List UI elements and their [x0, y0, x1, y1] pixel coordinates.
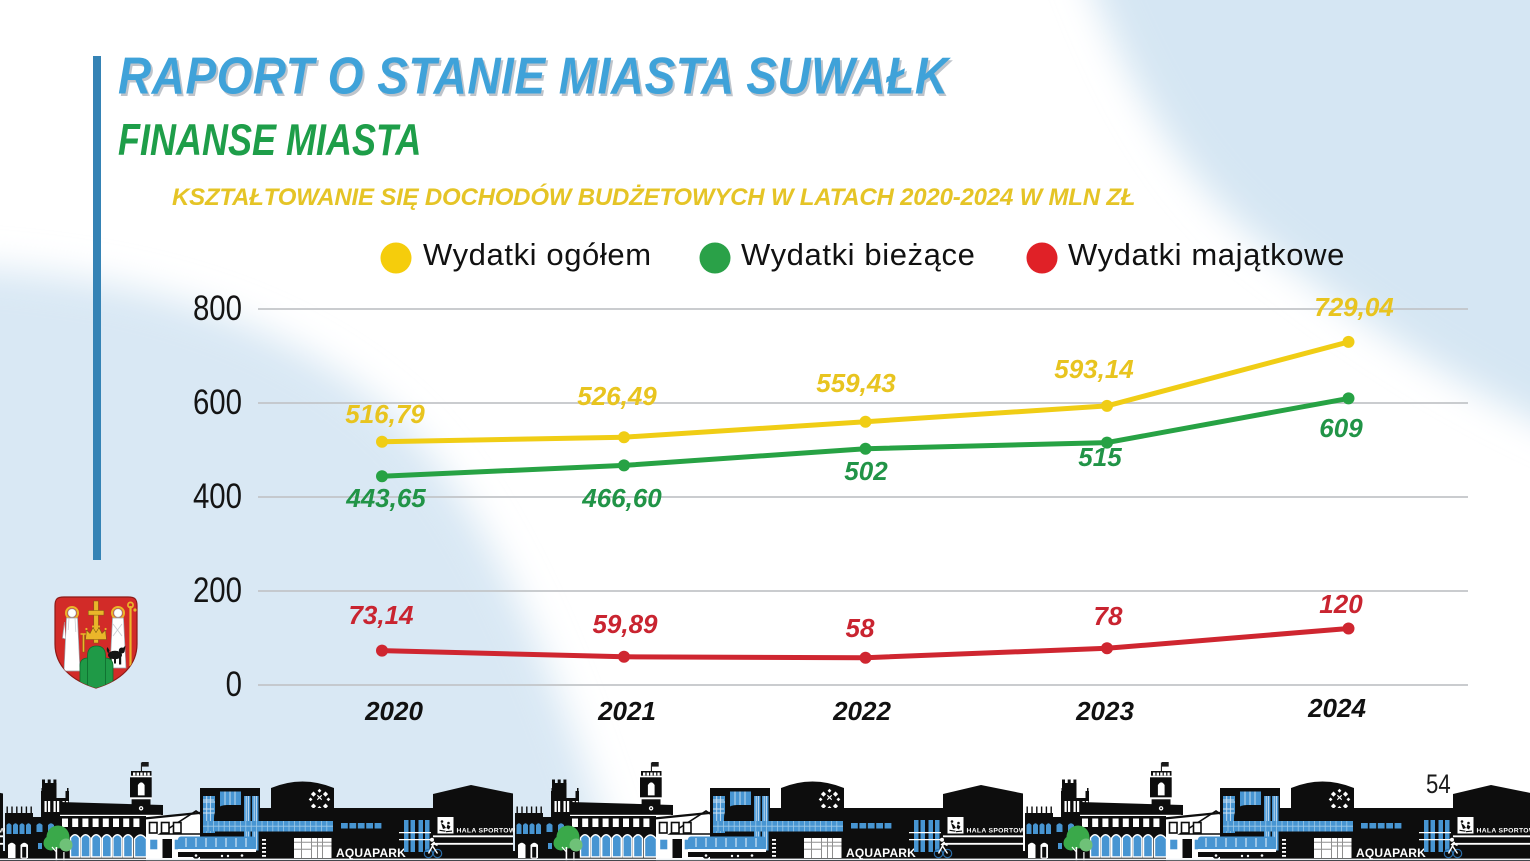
svg-text:800: 800 — [193, 289, 242, 328]
svg-text:120: 120 — [1319, 589, 1363, 619]
svg-text:200: 200 — [193, 571, 242, 610]
svg-text:0: 0 — [226, 665, 242, 704]
svg-text:502: 502 — [844, 456, 888, 486]
svg-text:2023: 2023 — [1075, 696, 1134, 726]
svg-text:Wydatki bieżące: Wydatki bieżące — [741, 237, 975, 272]
svg-text:400: 400 — [193, 477, 242, 516]
svg-text:443,65: 443,65 — [345, 483, 426, 513]
svg-text:559,43: 559,43 — [816, 368, 896, 398]
svg-text:2022: 2022 — [832, 696, 891, 726]
svg-text:59,89: 59,89 — [592, 609, 658, 639]
svg-text:609: 609 — [1319, 413, 1363, 443]
svg-text:466,60: 466,60 — [581, 483, 662, 513]
svg-text:729,04: 729,04 — [1314, 292, 1394, 322]
svg-text:Wydatki majątkowe: Wydatki majątkowe — [1068, 237, 1345, 272]
svg-text:515: 515 — [1078, 442, 1122, 472]
svg-text:2021: 2021 — [597, 696, 656, 726]
svg-text:526,49: 526,49 — [577, 381, 657, 411]
svg-text:58: 58 — [846, 613, 875, 643]
svg-text:600: 600 — [193, 383, 242, 422]
svg-text:516,79: 516,79 — [345, 399, 425, 429]
svg-text:2020: 2020 — [364, 696, 423, 726]
svg-text:2024: 2024 — [1307, 693, 1366, 723]
svg-text:73,14: 73,14 — [348, 600, 414, 630]
svg-text:593,14: 593,14 — [1054, 354, 1134, 384]
svg-text:78: 78 — [1094, 601, 1123, 631]
svg-text:Wydatki ogółem: Wydatki ogółem — [423, 237, 652, 272]
